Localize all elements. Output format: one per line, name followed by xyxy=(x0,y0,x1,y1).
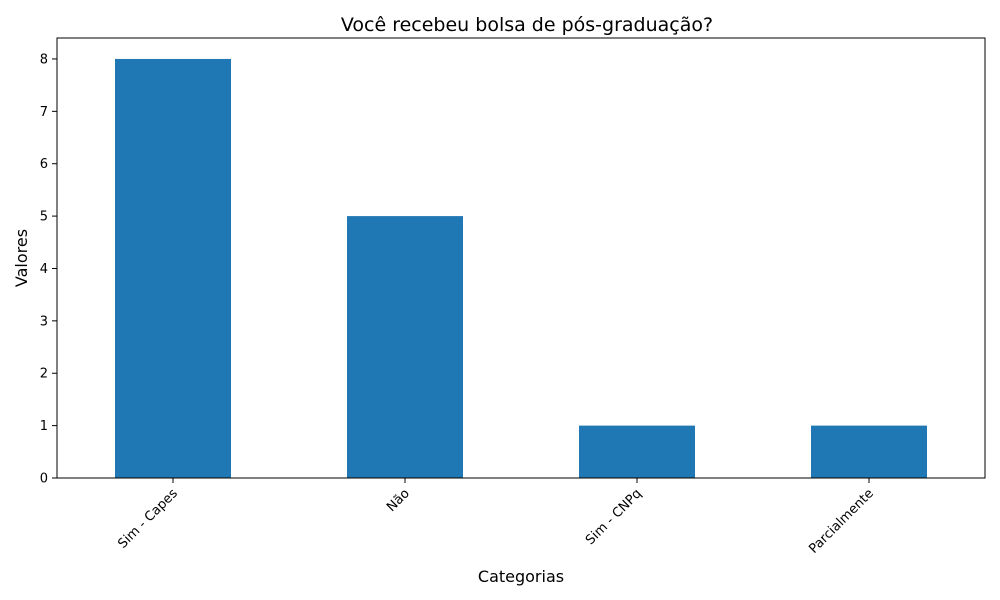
plot-area: 0 1 2 3 4 5 6 7 8 Sim - Capes Não Sim - CNPq Parcial… xyxy=(40,37,986,557)
bar-3 xyxy=(811,425,927,478)
bar-2 xyxy=(579,425,695,478)
x-tick-label-0: Sim - Capes xyxy=(115,486,181,552)
y-tick-label-3: 3 xyxy=(40,314,48,329)
bar-0 xyxy=(115,58,231,478)
y-tick-label-8: 8 xyxy=(40,52,48,67)
y-tick-label-7: 7 xyxy=(40,105,48,120)
x-tick-label-2: Sim - CNPq xyxy=(583,486,645,548)
y-tick-label-1: 1 xyxy=(40,419,48,434)
y-tick-label-2: 2 xyxy=(40,367,48,382)
y-tick-label-5: 5 xyxy=(40,210,48,225)
y-axis-label: Valores xyxy=(12,229,31,287)
plot-frame xyxy=(56,37,986,479)
bar-1 xyxy=(347,216,463,478)
y-tick-label-0: 0 xyxy=(40,472,48,487)
chart-title: Você recebeu bolsa de pós-graduação? xyxy=(341,14,713,36)
x-axis-label: Categorias xyxy=(478,567,564,586)
x-tick-label-3: Parcialmente xyxy=(806,486,876,556)
y-tick-label-6: 6 xyxy=(40,157,48,172)
y-tick-label-4: 4 xyxy=(40,262,48,277)
x-tick-label-1: Não xyxy=(384,486,413,515)
